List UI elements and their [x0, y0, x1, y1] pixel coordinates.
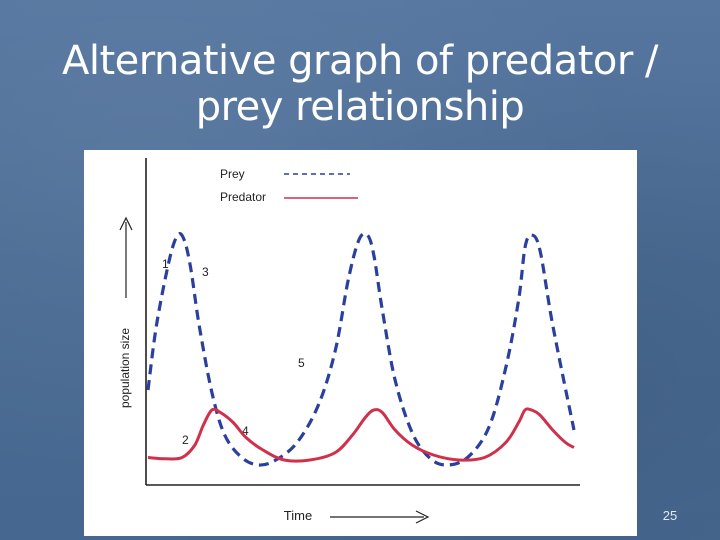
series-line-predator: [147, 407, 575, 463]
series-layer: [146, 231, 576, 467]
annotation-4: 4: [242, 424, 249, 438]
population-chart: population size Time Prey Predator 1 2 3…: [118, 158, 580, 524]
annotation-5: 5: [298, 356, 305, 370]
chart-panel: population size Time Prey Predator 1 2 3…: [84, 150, 637, 536]
y-axis-arrow-head: [119, 216, 133, 231]
annotation-2: 2: [182, 433, 189, 447]
x-axis-arrow-head: [415, 510, 430, 524]
legend-label-prey: Prey: [220, 167, 245, 181]
annotation-3: 3: [202, 265, 209, 279]
slide-title-line-1: Alternative graph of predator /: [61, 38, 659, 84]
y-axis-label: population size: [118, 328, 132, 408]
series-line-prey: [146, 231, 576, 467]
slide-title-line-2: prey relationship: [195, 84, 525, 130]
slide-title: Alternative graph of predator / prey rel…: [20, 38, 700, 130]
x-axis-label: Time: [284, 508, 312, 523]
legend-label-predator: Predator: [220, 190, 266, 204]
page-number: 25: [662, 508, 678, 523]
annotation-1: 1: [162, 257, 169, 271]
